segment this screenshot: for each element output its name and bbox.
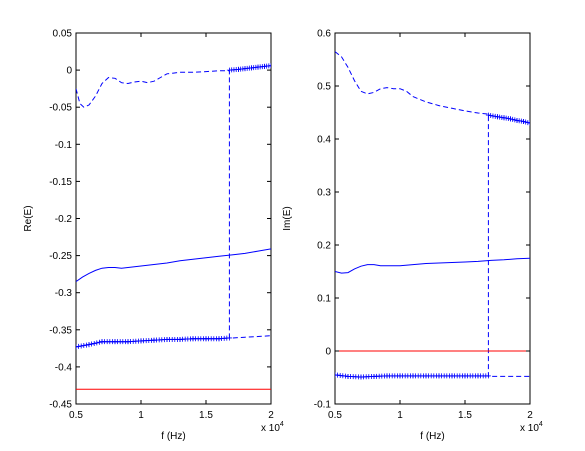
plot-real-part: -0.45 -0.4 -0.35 -0.3 -0.25 -0.2 -0.15 -0.1 -0.0… bbox=[23, 29, 284, 443]
x-axis-label: f (Hz) bbox=[161, 431, 185, 442]
y-tick-label: -0.45 bbox=[49, 400, 72, 411]
y-axis-label: Im(E) bbox=[282, 206, 293, 230]
y-tick-label: -0.35 bbox=[49, 325, 72, 336]
x-exponent-base: x 10 bbox=[261, 423, 280, 434]
y-tick-label: 0 bbox=[66, 66, 72, 77]
x-tick-label: 0.5 bbox=[328, 410, 342, 421]
x-exponent-label: x 104 bbox=[261, 421, 284, 434]
x-tick-label: 1.5 bbox=[458, 410, 472, 421]
plus-marker bbox=[94, 340, 100, 346]
y-tick-label: 0.1 bbox=[317, 294, 331, 305]
x-tick-label: 1 bbox=[397, 410, 403, 421]
x-exponent-label: x 104 bbox=[520, 421, 543, 434]
y-tick-label: 0.2 bbox=[317, 241, 331, 252]
plus-marker bbox=[268, 63, 271, 69]
y-tick-label: 0.5 bbox=[317, 82, 331, 93]
plus-marker bbox=[485, 373, 491, 379]
x-exponent-power: 4 bbox=[539, 421, 543, 428]
y-tick-label: 0.4 bbox=[317, 135, 331, 146]
x-exponent-base: x 10 bbox=[520, 423, 539, 434]
x-tick-label: 1.5 bbox=[199, 410, 213, 421]
plus-marker bbox=[76, 344, 79, 350]
y-tick-label: -0.15 bbox=[49, 177, 72, 188]
series-dashed-line bbox=[76, 70, 271, 339]
y-tick-label: 0.6 bbox=[317, 29, 331, 40]
y-tick-label: 0 bbox=[325, 347, 331, 358]
plus-marker bbox=[83, 342, 89, 348]
plot-imaginary-part: -0.1 0 0.1 0.2 0.3 0.4 0.5 0.6 0.5 1 1.5 2 f (Hz) Im(… bbox=[282, 29, 543, 443]
y-tick-label: 0.05 bbox=[53, 29, 73, 40]
plus-marker bbox=[76, 343, 82, 349]
plus-marker bbox=[91, 340, 97, 346]
plus-marker bbox=[523, 119, 529, 125]
y-tick-label: -0.25 bbox=[49, 251, 72, 262]
series-dashed-line bbox=[335, 51, 530, 377]
plus-marker bbox=[78, 343, 84, 349]
y-tick-label: -0.1 bbox=[314, 400, 332, 411]
plus-marker bbox=[527, 120, 530, 126]
y-tick-label: -0.3 bbox=[55, 288, 73, 299]
data-layer bbox=[335, 51, 530, 380]
y-tick-label: -0.2 bbox=[55, 214, 73, 225]
axes-frame bbox=[75, 32, 272, 405]
plus-marker bbox=[96, 339, 102, 345]
data-layer bbox=[76, 63, 271, 390]
x-tick-label: 2 bbox=[268, 410, 274, 421]
plus-marker bbox=[226, 335, 232, 341]
axes-frame bbox=[334, 32, 531, 405]
plus-marker bbox=[81, 343, 87, 349]
plus-marker bbox=[525, 120, 530, 126]
y-tick-label: -0.4 bbox=[55, 362, 73, 373]
x-tick-label: 1 bbox=[138, 410, 144, 421]
x-tick-label: 0.5 bbox=[69, 410, 83, 421]
plus-marker bbox=[86, 342, 92, 348]
x-exponent-power: 4 bbox=[280, 421, 284, 428]
series-line bbox=[335, 257, 530, 274]
plus-marker bbox=[510, 116, 516, 122]
plus-marker bbox=[508, 116, 513, 122]
y-tick-label: -0.1 bbox=[55, 140, 73, 151]
y-tick-label: 0.3 bbox=[317, 188, 331, 199]
plus-marker bbox=[512, 117, 518, 123]
x-tick-label: 2 bbox=[527, 410, 533, 421]
plus-marker bbox=[521, 119, 526, 125]
y-axis-label: Re(E) bbox=[23, 205, 34, 231]
y-tick-label: -0.05 bbox=[49, 103, 72, 114]
x-axis-label: f (Hz) bbox=[420, 431, 444, 442]
plus-marker bbox=[89, 341, 95, 347]
